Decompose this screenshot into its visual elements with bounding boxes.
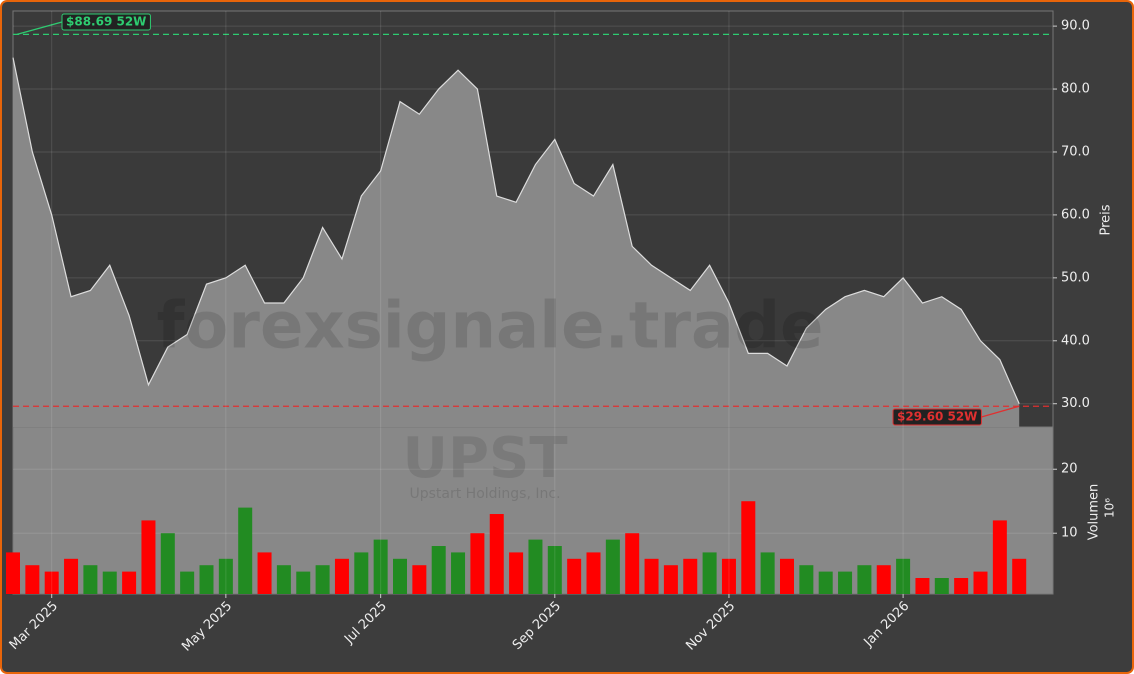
watermark: forexsignale.trade <box>157 290 824 364</box>
volume-bar <box>896 558 911 594</box>
volume-bar <box>547 546 562 594</box>
volume-bar <box>315 565 330 594</box>
price-area <box>13 57 1020 427</box>
volume-bar <box>780 558 794 594</box>
volume-axis-label: Volumen <box>1087 484 1102 541</box>
volume-bar <box>180 571 195 594</box>
extreme-label: $88.69 52W <box>66 15 146 29</box>
volume-bar <box>876 565 891 594</box>
volume-bar <box>683 558 698 594</box>
volume-bar <box>992 520 1007 594</box>
volume-bar <box>818 571 833 594</box>
volume-bar <box>625 533 640 594</box>
y-tick-label: 90.0 <box>1061 19 1090 34</box>
volume-bar <box>354 552 369 594</box>
volume-unit: 10⁶ <box>1103 498 1117 518</box>
volume-bar <box>393 558 407 594</box>
volume-bar <box>218 558 233 594</box>
volume-bar <box>509 552 524 594</box>
volume-bar <box>586 552 601 594</box>
volume-bar <box>1012 558 1027 594</box>
y-tick-label: 70.0 <box>1061 144 1090 159</box>
y-tick-label: 20 <box>1061 462 1078 477</box>
y-tick-label: 60.0 <box>1061 207 1090 222</box>
volume-bar <box>741 501 756 594</box>
y-tick-label: 30.0 <box>1061 396 1090 411</box>
volume-bar <box>605 539 620 594</box>
volume-bar <box>412 565 427 594</box>
volume-bar <box>122 571 137 594</box>
ticker-watermark: UPST <box>402 426 567 491</box>
volume-bar <box>644 558 659 594</box>
volume-bar <box>567 558 582 594</box>
volume-bar <box>934 578 949 594</box>
volume-bar <box>838 571 853 594</box>
volume-bar <box>25 565 40 594</box>
extreme-arrow <box>16 21 63 35</box>
volume-bar <box>199 565 214 594</box>
volume-bar <box>760 552 775 594</box>
volume-bar <box>489 514 504 594</box>
volume-bar <box>702 552 717 594</box>
volume-bar <box>160 533 175 594</box>
company-watermark: Upstart Holdings, Inc. <box>409 486 560 502</box>
extreme-label: $29.60 52W <box>897 410 977 424</box>
y-tick-label: 80.0 <box>1061 82 1090 97</box>
volume-bar <box>431 546 446 594</box>
volume-bar <box>373 539 388 594</box>
volume-bar <box>6 552 20 594</box>
volume-bar <box>334 558 349 594</box>
volume-bar <box>663 565 678 594</box>
volume-bar <box>102 571 117 594</box>
y-tick-label: 10 <box>1061 526 1078 541</box>
volume-bar <box>257 552 272 594</box>
volume-bar <box>857 565 872 594</box>
volume-bar <box>296 571 311 594</box>
volume-bar <box>799 565 814 594</box>
volume-bar <box>276 565 291 594</box>
volume-bar <box>973 571 988 594</box>
volume-bar <box>83 565 98 594</box>
y-tick-label: 50.0 <box>1061 270 1090 285</box>
volume-bar <box>141 520 156 594</box>
volume-bar <box>721 558 736 594</box>
volume-bar <box>64 558 79 594</box>
volume-bar <box>470 533 485 594</box>
volume-bar <box>954 578 969 594</box>
volume-bar <box>44 571 59 594</box>
volume-bar <box>238 507 253 594</box>
y-axis-label: Preis <box>1099 204 1114 235</box>
volume-bar <box>915 578 930 594</box>
volume-bar <box>451 552 466 594</box>
y-tick-label: 40.0 <box>1061 333 1090 348</box>
price-line <box>12 57 1020 404</box>
volume-bar <box>528 539 543 594</box>
extreme-arrow <box>981 405 1020 418</box>
